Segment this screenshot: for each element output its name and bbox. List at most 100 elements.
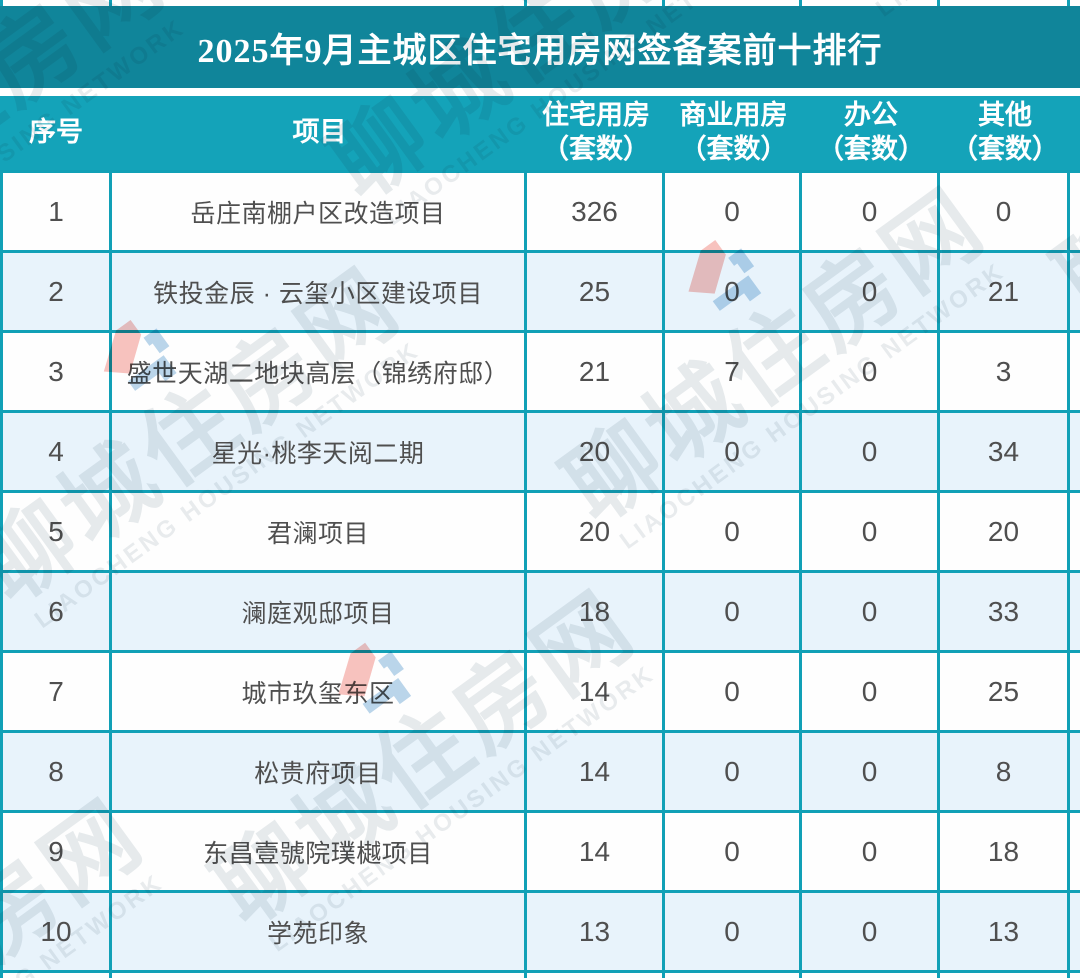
- office-cell: 0: [802, 493, 940, 570]
- project-cell: 松贵府项目: [112, 733, 527, 810]
- cropped-row-top: [0, 0, 1080, 6]
- title-bar: 2025年9月主城区住宅用房网签备案前十排行: [0, 6, 1080, 88]
- row-edge-sliver: [1070, 333, 1080, 410]
- table-body: 1 岳庄南棚户区改造项目 326 0 0 0 2 铁投金辰 · 云玺小区建设项目…: [0, 170, 1080, 970]
- commercial-cell: 0: [665, 653, 802, 730]
- project-cell: 铁投金辰 · 云玺小区建设项目: [112, 253, 527, 330]
- row-edge-sliver: [1070, 573, 1080, 650]
- office-cell: 0: [802, 813, 940, 890]
- page-title: 2025年9月主城区住宅用房网签备案前十排行: [197, 32, 883, 70]
- project-cell: 澜庭观邸项目: [112, 573, 527, 650]
- table-row: 2 铁投金辰 · 云玺小区建设项目 25 0 0 21: [0, 250, 1080, 330]
- title-gap: [0, 88, 1080, 96]
- office-cell: 0: [802, 573, 940, 650]
- other-cell: 20: [940, 493, 1070, 570]
- rank-cell: 9: [0, 813, 112, 890]
- sliver-cell: [527, 0, 665, 6]
- sliver-cell: [665, 0, 802, 6]
- other-cell: 18: [940, 813, 1070, 890]
- rank-cell: 1: [0, 173, 112, 250]
- commercial-cell: 7: [665, 333, 802, 410]
- table-header-row: 序号 项目 住宅用房 （套数） 商业用房 （套数） 办公 （套数） 其他 （套数…: [0, 96, 1080, 170]
- commercial-cell: 0: [665, 173, 802, 250]
- residential-cell: 13: [527, 893, 665, 970]
- residential-cell: 14: [527, 653, 665, 730]
- commercial-cell: 0: [665, 493, 802, 570]
- row-edge-sliver: [1070, 733, 1080, 810]
- row-edge-sliver: [1070, 413, 1080, 490]
- residential-cell: 14: [527, 733, 665, 810]
- header-office: 办公 （套数）: [817, 100, 925, 164]
- row-edge-sliver: [1070, 893, 1080, 970]
- sliver-cell: [112, 973, 527, 978]
- sliver-cell: [940, 0, 1070, 6]
- commercial-cell: 0: [665, 413, 802, 490]
- commercial-cell: 0: [665, 733, 802, 810]
- row-edge-sliver: [1070, 253, 1080, 330]
- other-cell: 8: [940, 733, 1070, 810]
- rank-cell: 7: [0, 653, 112, 730]
- table-row: 10 学苑印象 13 0 0 13: [0, 890, 1080, 970]
- table-row: 8 松贵府项目 14 0 0 8: [0, 730, 1080, 810]
- row-edge-sliver: [1070, 813, 1080, 890]
- residential-cell: 20: [527, 493, 665, 570]
- commercial-cell: 0: [665, 573, 802, 650]
- residential-cell: 18: [527, 573, 665, 650]
- table-row: 6 澜庭观邸项目 18 0 0 33: [0, 570, 1080, 650]
- project-cell: 盛世天湖二地块高层（锦绣府邸）: [112, 333, 527, 410]
- rank-cell: 6: [0, 573, 112, 650]
- header-project: 项目: [292, 117, 347, 148]
- residential-cell: 326: [527, 173, 665, 250]
- sliver-cell: [665, 973, 802, 978]
- office-cell: 0: [802, 333, 940, 410]
- header-rank: 序号: [29, 117, 83, 148]
- table-row: 1 岳庄南棚户区改造项目 326 0 0 0: [0, 170, 1080, 250]
- other-cell: 0: [940, 173, 1070, 250]
- project-cell: 星光·桃李天阅二期: [112, 413, 527, 490]
- other-cell: 21: [940, 253, 1070, 330]
- office-cell: 0: [802, 893, 940, 970]
- commercial-cell: 0: [665, 253, 802, 330]
- rank-cell: 8: [0, 733, 112, 810]
- sliver-cell: [112, 0, 527, 6]
- office-cell: 0: [802, 413, 940, 490]
- rank-cell: 3: [0, 333, 112, 410]
- rank-cell: 10: [0, 893, 112, 970]
- rank-cell: 5: [0, 493, 112, 570]
- residential-cell: 21: [527, 333, 665, 410]
- residential-cell: 14: [527, 813, 665, 890]
- project-cell: 城市玖玺东区: [112, 653, 527, 730]
- header-residential: 住宅用房 （套数）: [542, 100, 650, 164]
- project-cell: 东昌壹號院璞樾项目: [112, 813, 527, 890]
- residential-cell: 25: [527, 253, 665, 330]
- sliver-cell: [940, 973, 1070, 978]
- header-commercial: 商业用房 （套数）: [679, 100, 788, 164]
- sliver-cell: [1070, 973, 1080, 978]
- project-cell: 君澜项目: [112, 493, 527, 570]
- header-edge-sliver: [1070, 96, 1080, 170]
- project-cell: 学苑印象: [112, 893, 527, 970]
- sliver-cell: [1070, 0, 1080, 6]
- sliver-cell: [802, 973, 940, 978]
- commercial-cell: 0: [665, 893, 802, 970]
- cropped-row-bottom: [0, 970, 1080, 978]
- office-cell: 0: [802, 733, 940, 810]
- table-row: 5 君澜项目 20 0 0 20: [0, 490, 1080, 570]
- sliver-cell: [0, 973, 112, 978]
- table-row: 4 星光·桃李天阅二期 20 0 0 34: [0, 410, 1080, 490]
- other-cell: 33: [940, 573, 1070, 650]
- row-edge-sliver: [1070, 173, 1080, 250]
- rank-cell: 2: [0, 253, 112, 330]
- header-other: 其他 （套数）: [951, 100, 1059, 164]
- sliver-cell: [0, 0, 112, 6]
- other-cell: 13: [940, 893, 1070, 970]
- sliver-cell: [527, 973, 665, 978]
- other-cell: 3: [940, 333, 1070, 410]
- table-row: 7 城市玖玺东区 14 0 0 25: [0, 650, 1080, 730]
- project-cell: 岳庄南棚户区改造项目: [112, 173, 527, 250]
- table-row: 3 盛世天湖二地块高层（锦绣府邸） 21 7 0 3: [0, 330, 1080, 410]
- row-edge-sliver: [1070, 493, 1080, 570]
- row-edge-sliver: [1070, 653, 1080, 730]
- office-cell: 0: [802, 173, 940, 250]
